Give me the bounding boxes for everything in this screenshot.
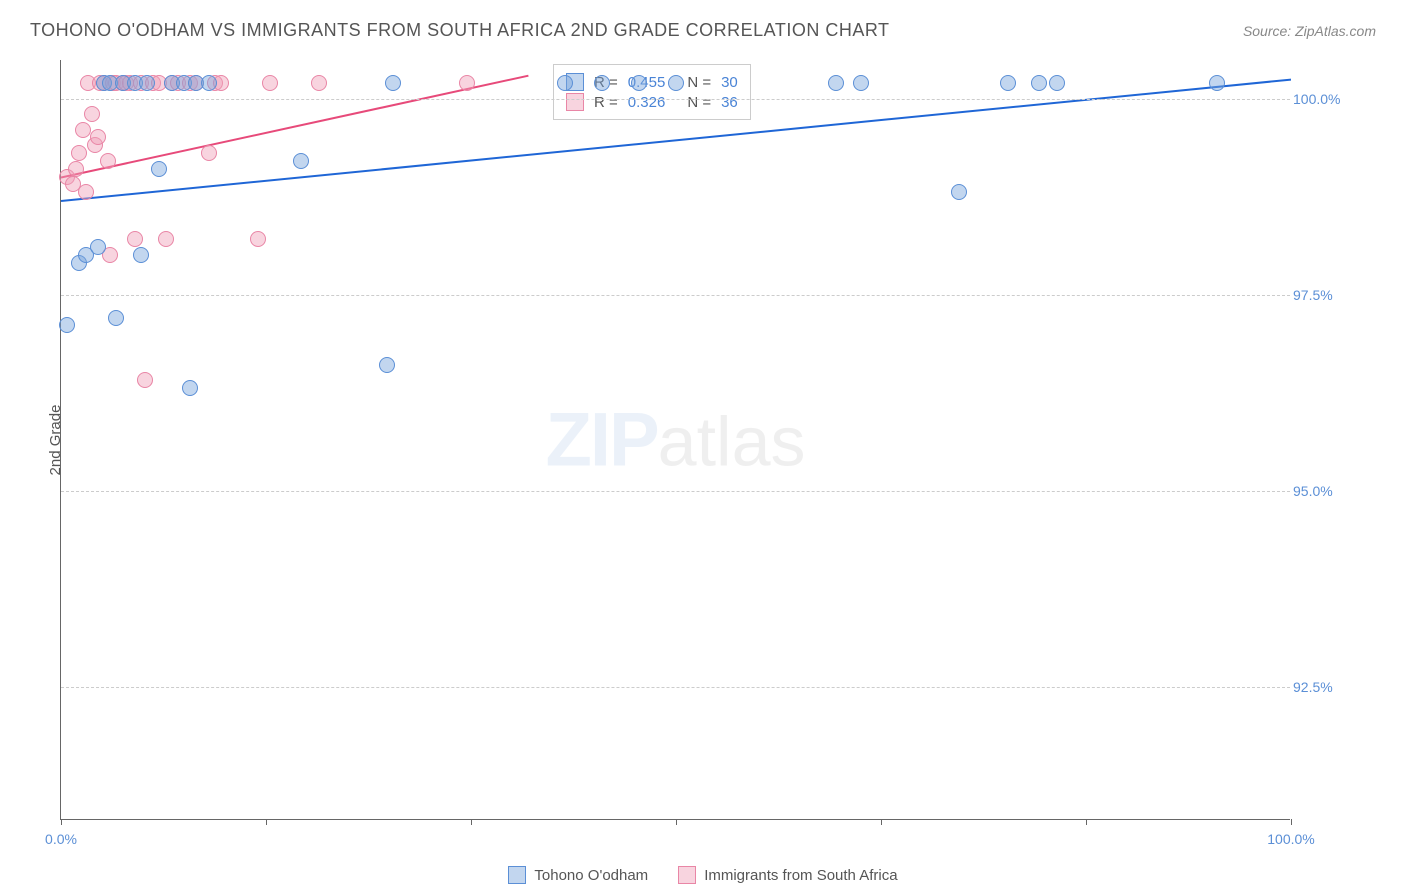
watermark-atlas: atlas — [658, 402, 806, 480]
x-tick — [266, 819, 267, 825]
x-tick — [1086, 819, 1087, 825]
legend-swatch — [508, 866, 526, 884]
series-legend: Tohono O'odham Immigrants from South Afri… — [0, 866, 1406, 884]
chart-title: TOHONO O'ODHAM VS IMMIGRANTS FROM SOUTH … — [30, 20, 890, 41]
data-point — [1209, 75, 1225, 91]
data-point — [127, 231, 143, 247]
chart-area: 2nd Grade ZIPatlas R =0.455N =30R =0.326… — [60, 60, 1350, 820]
data-point — [459, 75, 475, 91]
data-point — [90, 239, 106, 255]
y-tick-label: 97.5% — [1293, 287, 1348, 303]
n-value: 30 — [721, 74, 738, 91]
data-point — [71, 145, 87, 161]
gridline — [61, 491, 1290, 492]
data-point — [68, 161, 84, 177]
gridline — [61, 295, 1290, 296]
data-point — [262, 75, 278, 91]
data-point — [201, 75, 217, 91]
x-tick — [676, 819, 677, 825]
watermark: ZIPatlas — [545, 396, 805, 483]
x-tick — [1291, 819, 1292, 825]
data-point — [108, 310, 124, 326]
legend-row: R = 0.326 N = 36 — [566, 93, 738, 111]
gridline — [61, 687, 1290, 688]
r-value: 0.326 — [628, 94, 666, 111]
data-point — [594, 75, 610, 91]
data-point — [1049, 75, 1065, 91]
data-point — [951, 184, 967, 200]
data-point — [557, 75, 573, 91]
header: TOHONO O'ODHAM VS IMMIGRANTS FROM SOUTH … — [0, 0, 1406, 51]
data-point — [139, 75, 155, 91]
x-tick-label: 100.0% — [1267, 831, 1314, 847]
x-tick — [471, 819, 472, 825]
legend-item: Tohono O'odham — [508, 866, 648, 884]
data-point — [78, 184, 94, 200]
n-value: 36 — [721, 94, 738, 111]
legend-swatch — [566, 93, 584, 111]
trend-lines — [61, 60, 1291, 820]
watermark-zip: ZIP — [545, 397, 657, 482]
data-point — [379, 357, 395, 373]
data-point — [293, 153, 309, 169]
x-tick-label: 0.0% — [45, 831, 77, 847]
x-tick — [881, 819, 882, 825]
correlation-legend: R =0.455N =30R =0.326N =36 — [553, 64, 751, 120]
data-point — [75, 122, 91, 138]
y-tick-label: 92.5% — [1293, 679, 1348, 695]
data-point — [385, 75, 401, 91]
data-point — [201, 145, 217, 161]
x-tick — [61, 819, 62, 825]
data-point — [311, 75, 327, 91]
data-point — [1031, 75, 1047, 91]
data-point — [853, 75, 869, 91]
data-point — [250, 231, 266, 247]
source-attribution: Source: ZipAtlas.com — [1243, 23, 1376, 39]
data-point — [1000, 75, 1016, 91]
gridline — [61, 99, 1290, 100]
data-point — [158, 231, 174, 247]
y-tick-label: 100.0% — [1293, 91, 1348, 107]
data-point — [84, 106, 100, 122]
n-label: N = — [687, 74, 711, 91]
n-label: N = — [687, 94, 711, 111]
data-point — [137, 372, 153, 388]
data-point — [100, 153, 116, 169]
legend-item: Immigrants from South Africa — [678, 866, 897, 884]
y-tick-label: 95.0% — [1293, 483, 1348, 499]
data-point — [133, 247, 149, 263]
r-label: R = — [594, 94, 618, 111]
legend-row: R =0.455N =30 — [566, 73, 738, 91]
scatter-plot: ZIPatlas R =0.455N =30R =0.326N =36 92.5… — [60, 60, 1290, 820]
legend-label: Immigrants from South Africa — [704, 867, 897, 884]
data-point — [668, 75, 684, 91]
data-point — [151, 161, 167, 177]
data-point — [59, 317, 75, 333]
data-point — [828, 75, 844, 91]
legend-swatch — [678, 866, 696, 884]
data-point — [631, 75, 647, 91]
data-point — [90, 129, 106, 145]
data-point — [182, 380, 198, 396]
legend-label: Tohono O'odham — [534, 867, 648, 884]
